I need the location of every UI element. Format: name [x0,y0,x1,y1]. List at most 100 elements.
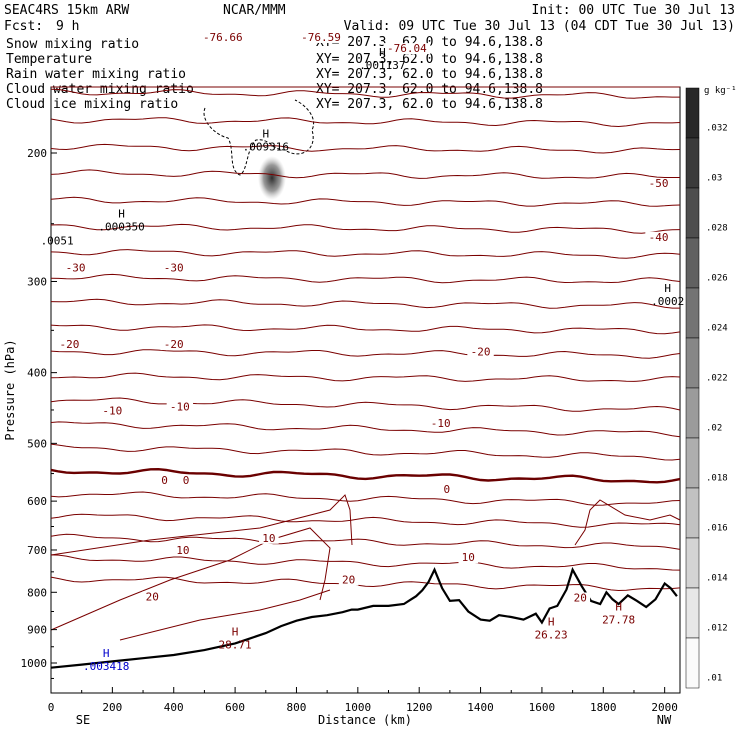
max-marker: H [103,647,110,660]
field-name-4: Cloud ice mixing ratio [6,97,178,112]
isotherm [50,576,681,592]
contour-label: -20 [59,338,79,351]
contour-label-bg [199,31,247,43]
isotherm [50,169,680,179]
field-xy-1: XY= 207.3, 62.0 to 94.6,138.8 [316,52,543,67]
contour-label-bg [383,43,431,55]
contour-label-bg [458,552,479,564]
field-xy-3: XY= 207.3, 62.0 to 94.6,138.8 [316,82,543,97]
isotherm [50,443,681,461]
contour-label-bg [645,231,672,243]
contour-label: -10 [170,400,190,413]
colorbar-label: .024 [706,324,728,334]
contour-label: -50 [649,177,669,190]
contour-label: 10 [176,544,189,557]
contour-label: -10 [102,404,122,417]
colorbar-unit: g kg⁻¹ [704,86,737,96]
contour-label: -76.66 [203,31,243,44]
max-value: 28.71 [219,639,252,652]
colorbar-label: .01 [706,674,722,684]
field-xy-2: XY= 207.3, 62.0 to 94.6,138.8 [316,67,543,82]
y-tick-label: 900 [27,624,47,637]
isotherm [50,491,681,506]
valid-time: Valid: 09 UTC Tue 30 Jul 13 (04 CDT Tue … [344,19,735,34]
y-tick-label: 300 [27,275,47,288]
colorbar-swatch [685,187,700,239]
colorbar-label: .028 [706,224,728,234]
isotherm [50,349,681,359]
contour-label: 20 [342,574,355,587]
model-title: SEAC4RS 15km ARW [4,3,129,18]
contour-label-bg [467,346,494,358]
colorbar-label: .03 [706,174,722,184]
isotherm [50,554,681,571]
contour-label: 0 [183,474,190,487]
fcst-label: Fcst: [4,19,43,34]
snow-shading [258,156,286,200]
contour-label-bg [645,178,672,190]
max-value: .000350 [98,221,144,234]
contour-label: 10 [262,532,275,545]
colorbar-label: .02 [706,424,722,434]
colorbar-swatch [685,537,700,589]
contour-label: -40 [649,231,669,244]
max-value: .0051 [41,234,74,247]
field-name-0: Snow mixing ratio [6,37,139,52]
isotherm [50,117,681,128]
contour-label-bg [427,417,454,429]
contour-label: 20 [146,590,159,603]
colorbar: g kg⁻¹ .032 .03 .028 .026 .024 .022 .02 .018 .01… [685,86,737,689]
isotherm [50,196,681,207]
colorbar-label: .018 [706,474,728,484]
isotherm [50,273,681,284]
contour-label: 20 [574,592,587,605]
field-xy-snow: XY= 207.3, 62.0 to 94.6,138.8 [316,35,543,50]
colorbar-swatch [685,237,700,289]
x-tick-label: 600 [225,701,245,714]
max-marker: H [664,282,671,295]
max-marker: H [548,615,555,628]
max-value: .009316 [243,140,289,153]
isotherm [50,143,681,154]
contour-label: -76.04 [387,42,427,55]
contour-label-bg [160,262,187,274]
isotherm [50,223,681,234]
isotherm [50,88,680,99]
contour-label-bg [259,532,279,544]
isotherm [50,249,681,259]
cloud-ice-outline [203,99,314,176]
contour-label: -20 [471,346,491,359]
field-name-2: Rain water mixing ratio [6,67,186,82]
colorbar-label: .014 [706,574,728,584]
isotherm [50,421,681,438]
max-value: .003418 [83,660,129,673]
contour-label: -76.59 [301,31,341,44]
y-axis: 200 300 400 500 600 700 800 900 1000 [21,147,57,679]
colorbar-swatch [685,287,700,339]
contour-label-bg [440,484,454,496]
colorbar-swatch [685,87,700,139]
contour-label-bg [297,31,345,43]
isotherm-25 [119,589,331,641]
y-tick-label: 500 [27,437,47,450]
x-tick-label: 1200 [406,701,433,714]
colorbar-swatch [685,587,700,639]
colorbar-swatch [685,487,700,539]
contour-label-bg [99,405,126,417]
isotherm [50,298,680,309]
colorbar-swatch [685,387,700,439]
contour-label-bg [173,545,193,557]
contour-label: -20 [164,338,184,351]
contour-label-bg [56,339,83,351]
x-tick-label: 400 [164,701,184,714]
contour-label: -30 [66,262,86,275]
x-right-direction: NW [657,713,672,727]
contour-label-bg [166,401,194,413]
header: SEAC4RS 15km ARW NCAR/MMM Init: 00 UTC T… [4,3,735,50]
colorbar-label: .012 [706,624,728,634]
x-tick-label: 200 [102,701,122,714]
x-axis: 0 200 400 600 800 1000 1200 1400 1600 1800 2000 [48,687,678,714]
x-tick-label: 1600 [529,701,556,714]
